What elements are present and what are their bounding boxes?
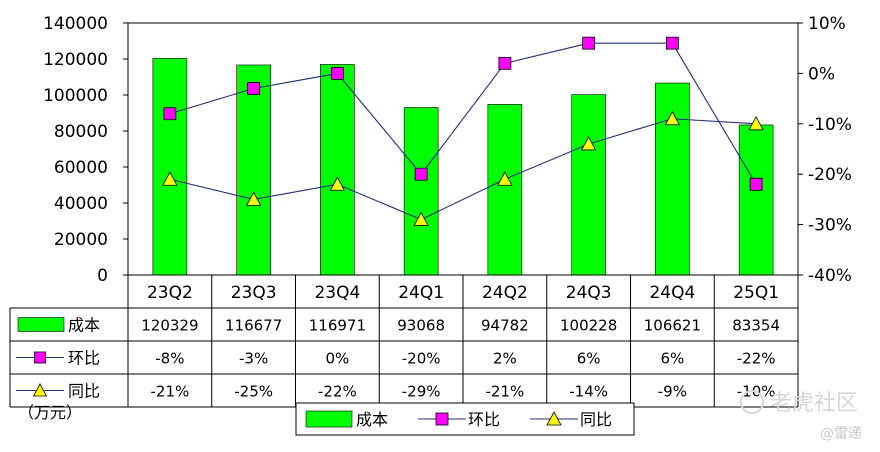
point-同比-23Q2: [162, 171, 178, 186]
table-header-24Q4: 24Q4: [649, 283, 695, 303]
row-label-环比: 环比: [68, 349, 100, 368]
table-header-24Q2: 24Q2: [482, 283, 528, 303]
cell-环比-23Q3: -3%: [239, 350, 268, 368]
watermark-logo-icon: [740, 390, 764, 414]
cell-同比-23Q2: -21%: [150, 383, 189, 401]
row-label-成本: 成本: [68, 316, 100, 335]
right-tick-label: -10%: [808, 115, 852, 135]
cell-同比-24Q2: -21%: [485, 383, 524, 401]
left-tick-label: 20000: [54, 230, 108, 250]
cell-同比-23Q4: -22%: [318, 383, 357, 401]
legend-key-环比: [435, 412, 449, 426]
left-tick-label: 140000: [43, 14, 108, 34]
row-label-同比: 同比: [68, 382, 100, 401]
cell-成本-24Q3: 100228: [560, 317, 617, 335]
point-同比-24Q2: [497, 171, 513, 186]
bar-24Q2: [487, 104, 523, 276]
legend-key-成本: [305, 410, 353, 428]
point-环比-24Q3: [582, 36, 596, 50]
point-环比-23Q2: [163, 107, 177, 121]
line-同比: [169, 118, 757, 221]
plot-frame: [127, 22, 799, 276]
legend-label-成本: 成本: [356, 410, 388, 429]
point-环比-24Q4: [665, 36, 679, 50]
bar-24Q1: [403, 107, 439, 276]
table-header-24Q3: 24Q3: [566, 283, 612, 303]
table-header-25Q1: 25Q1: [733, 283, 779, 303]
cell-成本-24Q2: 94782: [481, 317, 529, 335]
cell-成本-23Q4: 116971: [309, 317, 366, 335]
cell-成本-24Q1: 93068: [397, 317, 445, 335]
line-series: [162, 36, 764, 226]
table-header-23Q2: 23Q2: [147, 283, 193, 303]
right-tick-label: 0%: [808, 64, 835, 84]
cell-环比-24Q3: 6%: [577, 350, 601, 368]
legend-key-同比: [546, 411, 562, 426]
left-tick-label: 120000: [43, 50, 108, 70]
cell-环比-24Q4: 6%: [660, 350, 684, 368]
point-环比-24Q2: [498, 56, 512, 70]
bar-23Q2: [152, 58, 188, 276]
point-同比-23Q4: [329, 176, 346, 191]
point-同比-24Q4: [664, 110, 681, 126]
cell-同比-24Q1: -29%: [402, 383, 441, 401]
cell-环比-24Q1: -20%: [402, 350, 441, 368]
bar-series: [152, 58, 774, 276]
legend-label-环比: 环比: [468, 410, 500, 429]
cell-环比-25Q1: -22%: [737, 350, 776, 368]
point-环比-24Q1: [414, 167, 428, 181]
bar-24Q3: [571, 94, 606, 276]
right-tick-label: -40%: [808, 266, 852, 286]
point-同比-24Q3: [580, 136, 597, 151]
left-tick-label: 100000: [43, 86, 108, 106]
cell-同比-23Q3: -25%: [234, 383, 273, 401]
row-key-成本: [17, 317, 65, 332]
cell-成本-24Q4: 106621: [644, 317, 701, 335]
row-key-同比: [32, 383, 48, 397]
point-同比-24Q1: [413, 211, 429, 226]
point-环比-25Q1: [749, 177, 763, 191]
left-axis: 0 20000 40000 60000 80000 100000 120000 140000: [43, 14, 799, 286]
legend-label-同比: 同比: [580, 410, 612, 429]
point-同比-23Q3: [245, 191, 262, 206]
cell-环比-23Q4: 0%: [325, 350, 349, 368]
left-tick-label: 40000: [54, 194, 108, 214]
point-环比-23Q3: [247, 82, 261, 95]
bar-23Q4: [320, 64, 355, 276]
table-header-23Q3: 23Q3: [231, 283, 277, 303]
watermark-brand: 老虎社区: [770, 391, 858, 416]
row-key-环比: [34, 351, 46, 364]
cell-成本-25Q1: 83354: [732, 317, 780, 335]
unit-label: （万元）: [18, 403, 82, 422]
bar-23Q3: [236, 64, 271, 276]
bar-25Q1: [738, 124, 774, 276]
cell-成本-23Q3: 116677: [225, 317, 282, 335]
cell-同比-24Q4: -9%: [658, 383, 687, 401]
cell-同比-24Q3: -14%: [569, 383, 608, 401]
cell-环比-23Q2: -8%: [155, 350, 184, 368]
table-header-24Q1: 24Q1: [398, 283, 444, 303]
point-环比-23Q4: [330, 67, 344, 80]
right-tick-label: -20%: [808, 165, 852, 185]
cell-环比-24Q2: 2%: [493, 350, 517, 368]
table-header-23Q4: 23Q4: [314, 283, 360, 303]
left-tick-label: 0: [97, 266, 108, 286]
watermark: 老虎社区 @雷递: [740, 390, 862, 442]
data-table: 23Q2 23Q3 23Q4 24Q1 24Q2 24Q3 24Q4 25Q1 成本 120329…: [9, 274, 799, 408]
line-环比: [169, 42, 757, 185]
left-tick-label: 60000: [54, 158, 108, 178]
point-同比-25Q1: [748, 115, 764, 131]
watermark-author: @雷递: [820, 426, 862, 442]
right-tick-label: -30%: [808, 216, 852, 236]
left-tick-label: 80000: [54, 122, 108, 142]
cell-成本-23Q2: 120329: [141, 317, 198, 335]
right-tick-label: 10%: [808, 14, 846, 34]
right-axis: -40% -30% -20% -10% 0% 10%: [798, 14, 852, 286]
legend: 成本 环比 同比: [295, 402, 635, 436]
